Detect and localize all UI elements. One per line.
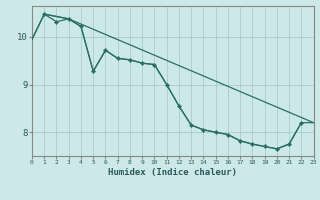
X-axis label: Humidex (Indice chaleur): Humidex (Indice chaleur) (108, 168, 237, 177)
